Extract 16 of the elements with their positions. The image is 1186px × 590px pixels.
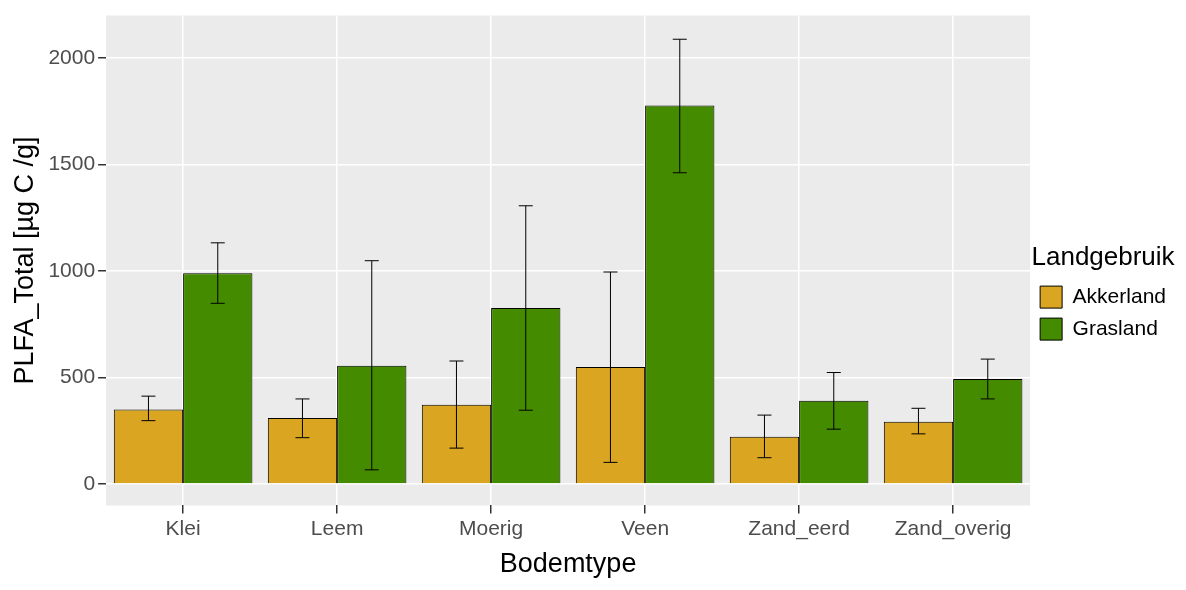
y-axis-title: PLFA_Total [µg C /g] bbox=[8, 136, 39, 385]
y-tick-label: 1000 bbox=[48, 257, 96, 281]
x-tick-label: Zand_eerd bbox=[748, 515, 850, 540]
legend-title: Landgebruik bbox=[1031, 241, 1176, 272]
x-axis-title: Bodemtype bbox=[499, 548, 637, 579]
x-tick-label: Klei bbox=[165, 515, 201, 539]
legend-label: Akkerland bbox=[1072, 283, 1167, 307]
x-tick-label: Veen bbox=[621, 515, 670, 539]
x-tick-label: Moerig bbox=[459, 515, 524, 539]
y-tick-label: 2000 bbox=[48, 44, 96, 68]
y-tick-label: 1500 bbox=[48, 151, 96, 175]
y-tick-label: 500 bbox=[60, 364, 96, 388]
x-tick-label: Leem bbox=[310, 515, 364, 539]
legend-label: Grasland bbox=[1072, 315, 1158, 339]
x-tick-label: Zand_overig bbox=[894, 515, 1012, 540]
y-tick-label: 0 bbox=[83, 470, 96, 494]
